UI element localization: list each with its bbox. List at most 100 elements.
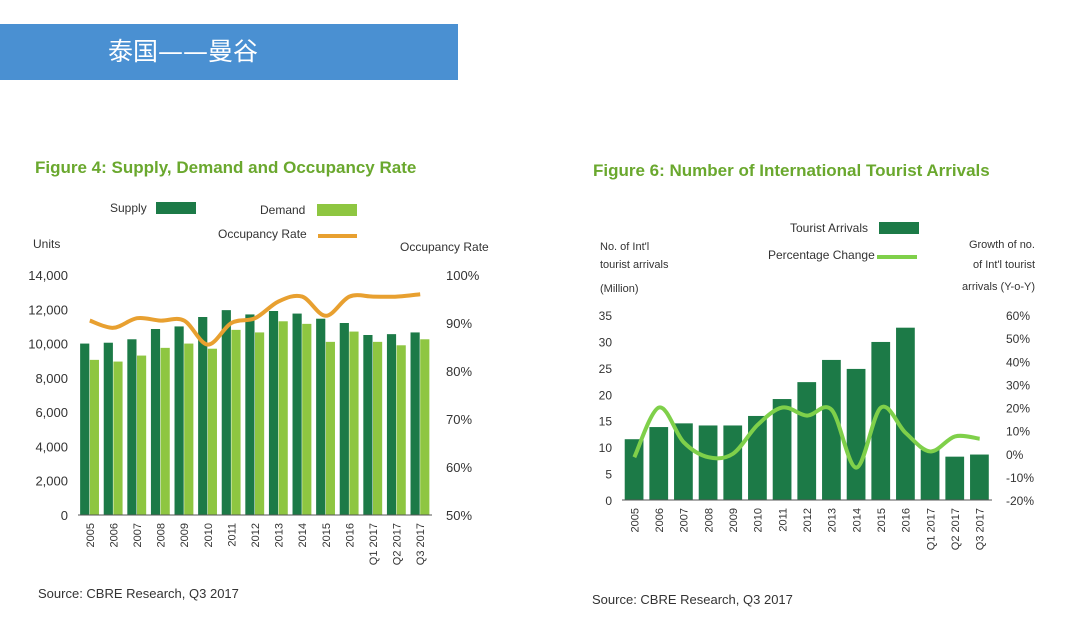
chart2-xtick-label: 2016: [901, 508, 913, 532]
chart1-bar-demand: [396, 345, 406, 515]
chart2-bar-tourist-arrivals: [698, 425, 718, 500]
chart1-legend-demand-swatch: [317, 204, 357, 216]
chart2-ytick-label: 20: [599, 388, 613, 402]
chart1-y2tick-label: 100%: [446, 268, 480, 283]
chart2-bar-tourist-arrivals: [649, 427, 669, 500]
chart1-bar-demand: [373, 341, 383, 515]
chart2-y2tick-label: -10%: [1006, 471, 1034, 485]
chart2-ylabel-line2: tourist arrivals: [600, 259, 669, 271]
chart1-bar-demand: [113, 361, 123, 515]
chart1-bar-supply: [150, 329, 161, 515]
chart2-y2tick-label: 40%: [1006, 355, 1030, 369]
chart1-plot-area: 0 2,000 4,000 6,000 8,000 10,000 12,000 14,000 5…: [28, 268, 479, 565]
chart1-y2tick-label: 70%: [446, 412, 472, 427]
chart2-bar-tourist-arrivals: [674, 423, 693, 500]
chart1-bar-demand: [231, 329, 241, 515]
chart2-xtick-label: 2011: [777, 508, 789, 532]
chart1-xtick-label: 2006: [108, 523, 120, 547]
chart1-xtick-label: 2015: [321, 523, 333, 547]
chart1-ytick-label: 8,000: [35, 371, 68, 386]
chart1-bar-supply: [80, 343, 90, 515]
chart1-y2tick-label: 50%: [446, 508, 472, 523]
chart2-ytick-label: 15: [599, 415, 613, 429]
chart1-ytick-label: 0: [61, 508, 68, 523]
chart2-y2tick-label: 30%: [1006, 378, 1030, 392]
chart1-bar-supply: [316, 318, 326, 515]
chart2-y2tick-label: 0%: [1006, 448, 1024, 462]
chart2-xtick-label: 2015: [876, 508, 888, 532]
chart2-legend-arrivals-swatch: [879, 222, 919, 234]
chart2-y2label-line1: Growth of no.: [969, 239, 1035, 251]
chart1-bar-supply: [410, 332, 420, 515]
chart1-legend-occupancy-label: Occupancy Rate: [218, 227, 307, 241]
chart1-bar-demand: [160, 347, 170, 515]
chart1-ytick-label: 4,000: [35, 439, 68, 454]
chart2-bar-tourist-arrivals: [846, 368, 866, 500]
chart2-xtick-label: Q1 2017: [925, 508, 937, 550]
chart1-bar-supply: [386, 334, 397, 515]
chart2-xtick-label: 2010: [753, 508, 765, 532]
chart2-y2label-line3: arrivals (Y-o-Y): [962, 281, 1035, 293]
chart1-ytick-label: 12,000: [28, 302, 68, 317]
chart2-legend: Tourist Arrivals Percentage Change: [768, 221, 919, 262]
chart1-bar-demand: [137, 355, 147, 515]
chart2-legend-change-label: Percentage Change: [768, 248, 875, 262]
chart1-xtick-label: Q1 2017: [368, 523, 380, 565]
chart2-bar-tourist-arrivals: [871, 341, 891, 500]
chart1-legend-supply-swatch: [156, 202, 196, 214]
header-banner: 泰国——曼谷: [0, 24, 458, 80]
chart2-xtick-label: 2007: [679, 508, 691, 532]
chart1-bar-demand: [349, 331, 359, 515]
chart2-source: Source: CBRE Research, Q3 2017: [592, 592, 793, 607]
chart2-y2tick-label: 10%: [1006, 425, 1030, 439]
chart1-bar-supply: [268, 311, 279, 515]
chart1-bar-demand: [184, 343, 194, 515]
chart1-bar-supply: [103, 342, 113, 515]
chart2-ytick-label: 5: [605, 468, 612, 482]
chart2-xtick-label: 2014: [851, 508, 863, 532]
chart1-xtick-label: 2014: [297, 523, 309, 547]
chart2-ylabel-line3: (Million): [600, 283, 639, 295]
chart2-xtick-label: 2012: [802, 508, 814, 532]
chart1-bar-supply: [363, 335, 373, 515]
chart2-ytick-label: 30: [599, 335, 613, 349]
chart1-xtick-label: 2009: [179, 523, 191, 547]
chart1-xtick-label: 2011: [226, 523, 238, 547]
chart1-bar-demand: [207, 348, 217, 515]
chart1-xtick-label: 2010: [203, 523, 215, 547]
chart1-legend-supply-label: Supply: [110, 201, 147, 215]
chart2-bar-tourist-arrivals: [772, 399, 792, 500]
chart1-ytick-label: 2,000: [35, 474, 68, 489]
chart2-ytick-label: 10: [599, 441, 613, 455]
chart2-ytick-label: 25: [599, 362, 613, 376]
chart2-bar-tourist-arrivals: [624, 439, 644, 500]
chart1-xtick-label: 2007: [132, 523, 144, 547]
chart1-y2label: Occupancy Rate: [400, 240, 489, 254]
chart1-source: Source: CBRE Research, Q3 2017: [38, 586, 239, 601]
chart1-bar-demand: [89, 359, 99, 515]
chart2-y2tick-label: 60%: [1006, 309, 1030, 323]
chart1-bar-demand: [302, 323, 312, 515]
chart2-y2label-line2: of Int'l tourist: [973, 259, 1035, 271]
chart2-bar-tourist-arrivals: [748, 415, 767, 500]
chart1-xtick-label: 2016: [344, 523, 356, 547]
chart2-line-percentage-change: [632, 404, 980, 470]
chart2-bar-tourist-arrivals: [920, 449, 940, 500]
chart2-bar-tourist-arrivals: [970, 454, 989, 500]
chart1-ytick-label: 10,000: [28, 337, 68, 352]
chart2-ytick-label: 0: [605, 494, 612, 508]
chart1-bar-supply: [339, 323, 349, 515]
chart1-bar-supply: [245, 314, 255, 515]
chart1-y2tick-label: 80%: [446, 364, 472, 379]
chart1-ytick-label: 6,000: [35, 405, 68, 420]
chart1-xtick-label: Q2 2017: [392, 523, 404, 565]
chart1-bar-supply: [174, 326, 184, 515]
chart1-bar-demand: [325, 341, 335, 515]
chart1-bar-demand: [278, 321, 288, 515]
chart2-xtick-label: 2005: [629, 508, 641, 532]
chart2-ylabel-line1: No. of Int'l: [600, 241, 649, 253]
chart1-title: Figure 4: Supply, Demand and Occupancy R…: [35, 158, 416, 177]
chart1-legend: Supply Demand Occupancy Rate: [110, 201, 357, 241]
chart1-bar-supply: [198, 317, 208, 515]
